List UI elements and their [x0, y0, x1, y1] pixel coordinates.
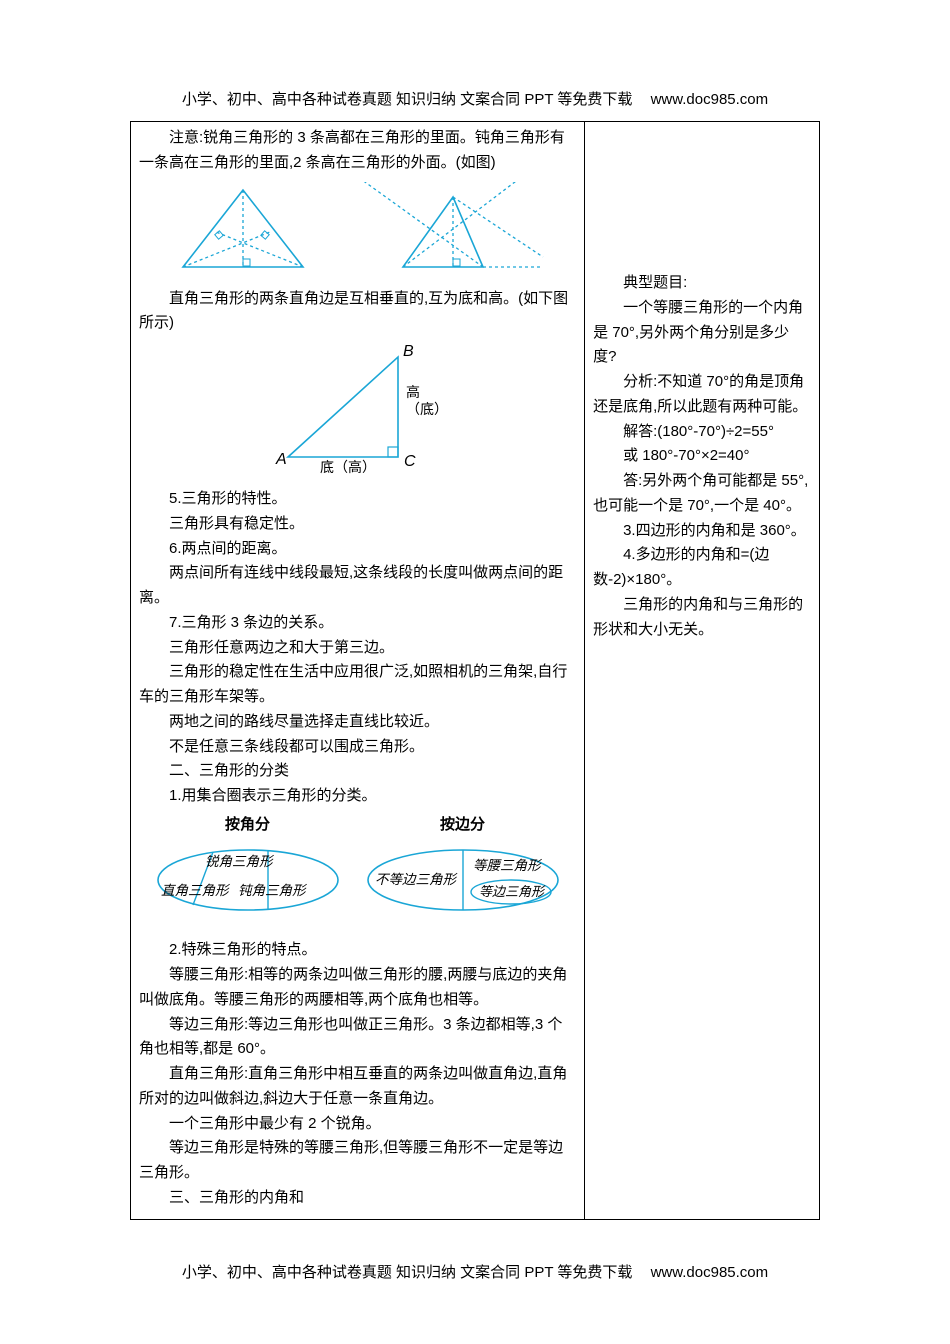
- h-classify: 二、三角形的分类: [139, 759, 576, 784]
- p-stability-app: 三角形的稳定性在生活中应用很广泛,如照相机的三角架,自行车的三角形车架等。: [139, 660, 576, 710]
- left-column: 注意:锐角三角形的 3 条高都在三角形的里面。钝角三角形有一条高在三角形的里面,…: [131, 122, 585, 1219]
- acute-triangle-svg: [168, 182, 318, 277]
- venn-r2: 等腰三角形: [473, 858, 543, 873]
- venn-l3: 钝角三角形: [238, 883, 308, 898]
- venn-angle-title: 按角分: [153, 813, 343, 838]
- p-iso: 等腰三角形:相等的两条边叫做三角形的腰,两腰与底边的夹角叫做底角。等腰三角形的两…: [139, 963, 576, 1013]
- venn-r1: 不等边三角形: [375, 872, 458, 887]
- ex-sol2: 或 180°-70°×2=40°: [593, 444, 811, 469]
- h-7: 7.三角形 3 条边的关系。: [139, 611, 576, 636]
- right-triangle-svg: A B C 底（高） 高 （底）: [248, 342, 468, 477]
- footer-text: 小学、初中、高中各种试卷真题 知识归纳 文案合同 PPT 等免费下载: [182, 1264, 633, 1281]
- p-equi-iso: 等边三角形是特殊的等腰三角形,但等腰三角形不一定是等边三角形。: [139, 1136, 576, 1186]
- right-column: 典型题目: 一个等腰三角形的一个内角是 70°,另外两个角分别是多少度? 分析:…: [585, 122, 819, 1219]
- ex-q: 一个等腰三角形的一个内角是 70°,另外两个角分别是多少度?: [593, 296, 811, 370]
- h-6: 6.两点间的距离。: [139, 537, 576, 562]
- footer-url: www.doc985.com: [651, 1264, 769, 1281]
- h-5: 5.三角形的特性。: [139, 487, 576, 512]
- ex-answer: 答:另外两个角可能都是 55°,也可能一个是 70°,一个是 40°。: [593, 469, 811, 519]
- p-stable: 三角形具有稳定性。: [139, 512, 576, 537]
- ex-analysis: 分析:不知道 70°的角是顶角还是底角,所以此题有两种可能。: [593, 370, 811, 420]
- header-text: 小学、初中、高中各种试卷真题 知识归纳 文案合同 PPT 等免费下载: [182, 91, 633, 108]
- content-box: 注意:锐角三角形的 3 条高都在三角形的里面。钝角三角形有一条高在三角形的里面,…: [130, 121, 820, 1220]
- venn-by-angle: 按角分 锐角三角形 直角三角形 钝角三角形: [153, 813, 343, 921]
- label-C: C: [404, 453, 416, 470]
- p-equi: 等边三角形:等边三角形也叫做正三角形。3 条边都相等,3 个角也相等,都是 60…: [139, 1013, 576, 1063]
- label-base: 底（高）: [320, 459, 376, 475]
- note-quad: 3.四边形的内角和是 360°。: [593, 519, 811, 544]
- ex-title: 典型题目:: [593, 271, 811, 296]
- ex-sol1: 解答:(180°-70°)÷2=55°: [593, 420, 811, 445]
- p-venn-intro: 1.用集合圈表示三角形的分类。: [139, 784, 576, 809]
- venn-figure: 按角分 锐角三角形 直角三角形 钝角三角形 按边分: [139, 813, 576, 921]
- h-inner-angle: 三、三角形的内角和: [139, 1186, 576, 1211]
- label-B: B: [403, 343, 414, 360]
- label-height-2: （底）: [406, 401, 448, 417]
- venn-by-side: 按边分 不等边三角形 等腰三角形 等边三角形: [363, 813, 563, 921]
- venn-r3: 等边三角形: [479, 884, 546, 899]
- h-special: 2.特殊三角形的特点。: [139, 938, 576, 963]
- note-independent: 三角形的内角和与三角形的形状和大小无关。: [593, 593, 811, 643]
- page-footer: 小学、初中、高中各种试卷真题 知识归纳 文案合同 PPT 等免费下载 www.d…: [0, 1261, 950, 1282]
- label-A: A: [275, 451, 287, 468]
- note-poly: 4.多边形的内角和=(边数-2)×180°。: [593, 543, 811, 593]
- note-acute-obtuse: 注意:锐角三角形的 3 条高都在三角形的里面。钝角三角形有一条高在三角形的里面,…: [139, 126, 576, 176]
- venn-side-title: 按边分: [363, 813, 563, 838]
- right-triangle-note: 直角三角形的两条直角边是互相垂直的,互为底和高。(如下图所示): [139, 287, 576, 337]
- p-distance: 两点间所有连线中线段最短,这条线段的长度叫做两点间的距离。: [139, 561, 576, 611]
- venn-l1: 锐角三角形: [205, 854, 275, 869]
- label-height-1: 高: [406, 384, 420, 400]
- obtuse-triangle-svg: [348, 182, 548, 277]
- header-url: www.doc985.com: [651, 91, 769, 108]
- p-sides: 三角形任意两边之和大于第三边。: [139, 636, 576, 661]
- p-not-any: 不是任意三条线段都可以围成三角形。: [139, 735, 576, 760]
- triangle-heights-figure: [139, 182, 576, 277]
- p-min-acute: 一个三角形中最少有 2 个锐角。: [139, 1112, 576, 1137]
- page-header: 小学、初中、高中各种试卷真题 知识归纳 文案合同 PPT 等免费下载 www.d…: [130, 88, 820, 109]
- venn-l2: 直角三角形: [161, 883, 231, 898]
- right-triangle-figure: A B C 底（高） 高 （底）: [139, 342, 576, 477]
- p-right: 直角三角形:直角三角形中相互垂直的两条边叫做直角边,直角所对的边叫做斜边,斜边大…: [139, 1062, 576, 1112]
- page: 小学、初中、高中各种试卷真题 知识归纳 文案合同 PPT 等免费下载 www.d…: [0, 0, 950, 1344]
- p-line: 两地之间的路线尽量选择走直线比较近。: [139, 710, 576, 735]
